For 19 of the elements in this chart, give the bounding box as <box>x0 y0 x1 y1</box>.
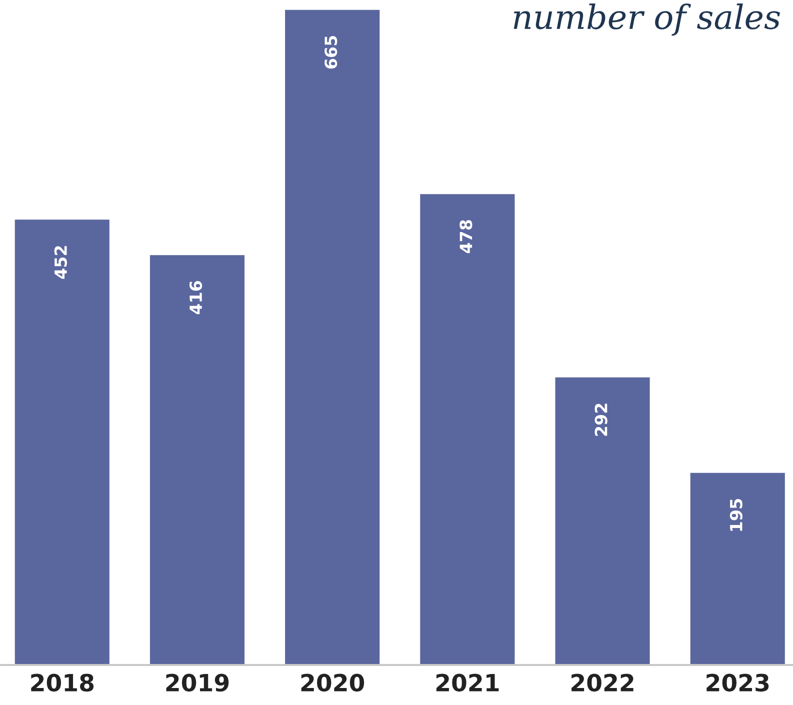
x-tick-label: 2023 <box>706 674 769 692</box>
data-label: 416 <box>189 281 202 314</box>
x-tick-label: 2019 <box>166 674 229 692</box>
bar <box>150 255 245 665</box>
data-label: 452 <box>54 246 67 279</box>
bar <box>690 472 785 665</box>
data-label: 292 <box>594 404 608 436</box>
bar <box>420 194 515 665</box>
x-tick-label: 2018 <box>31 674 94 692</box>
x-tick-label: 2020 <box>301 674 364 692</box>
bar <box>285 10 380 665</box>
chart-title: number of sales <box>514 4 780 36</box>
bar <box>555 377 650 665</box>
x-tick-label: 2022 <box>572 674 634 692</box>
data-label: 665 <box>324 36 338 69</box>
bar <box>14 220 110 665</box>
x-tick-label: 2021 <box>436 674 499 692</box>
data-label: 195 <box>730 499 742 531</box>
data-label: 478 <box>460 220 472 254</box>
